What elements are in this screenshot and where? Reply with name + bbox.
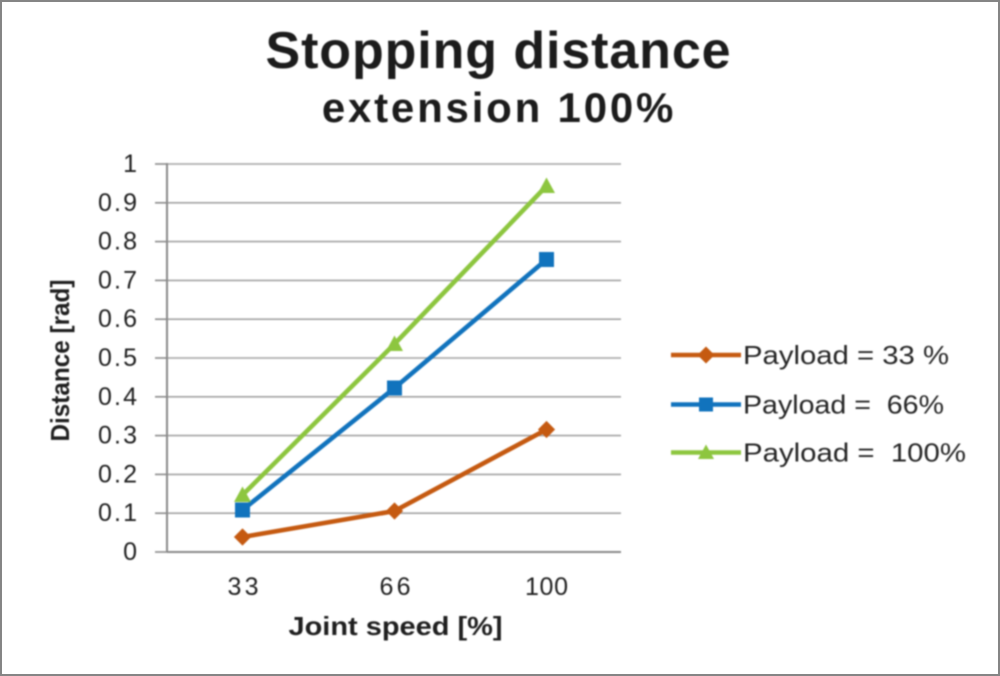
svg-text:0.9: 0.9 <box>98 189 137 217</box>
svg-text:Stopping distance: Stopping distance <box>266 22 732 80</box>
svg-text:Payload = 66%: Payload = 66% <box>743 390 944 420</box>
svg-text:33: 33 <box>228 573 259 601</box>
svg-text:0.4: 0.4 <box>98 383 137 411</box>
svg-text:0.2: 0.2 <box>98 460 137 488</box>
svg-text:66: 66 <box>380 573 411 601</box>
svg-text:Joint speed [%]: Joint speed [%] <box>289 611 503 641</box>
svg-text:100: 100 <box>525 573 568 601</box>
svg-text:0.7: 0.7 <box>98 266 137 294</box>
svg-text:1: 1 <box>123 150 137 178</box>
svg-text:extension 100%: extension 100% <box>322 84 676 131</box>
svg-text:Payload = 100%: Payload = 100% <box>743 438 966 468</box>
svg-text:0.1: 0.1 <box>98 499 137 527</box>
svg-text:0.5: 0.5 <box>98 344 137 372</box>
svg-text:0.3: 0.3 <box>98 422 137 450</box>
svg-text:0.8: 0.8 <box>98 228 137 256</box>
svg-text:0: 0 <box>123 538 137 566</box>
svg-text:0.6: 0.6 <box>98 305 137 333</box>
svg-text:Payload = 33 %: Payload = 33 % <box>743 340 949 370</box>
svg-text:Distance [rad]: Distance [rad] <box>45 280 75 442</box>
